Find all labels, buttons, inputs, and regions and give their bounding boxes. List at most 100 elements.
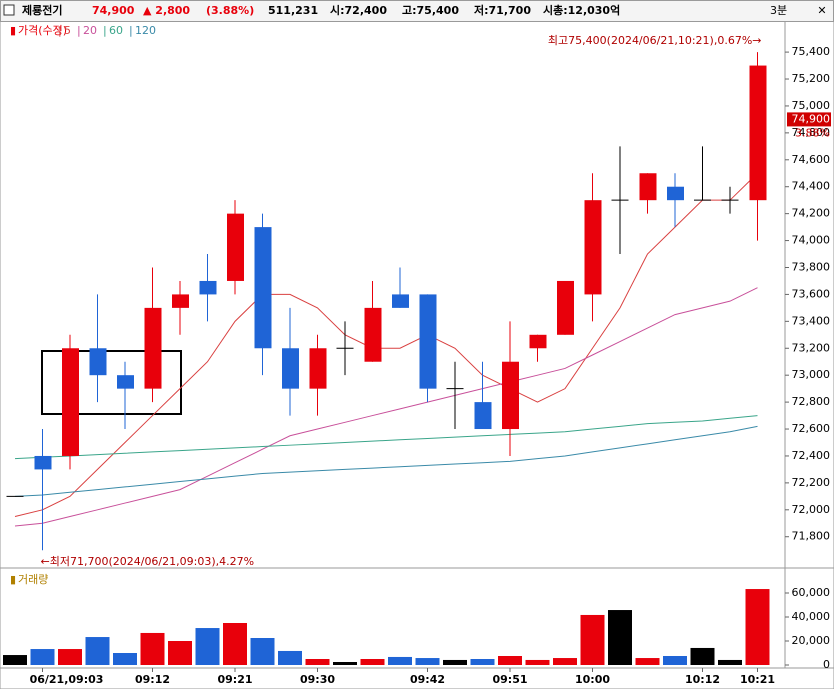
volume-bar [745, 589, 770, 665]
volume-bar [30, 649, 55, 665]
legend-item: 20 [83, 24, 97, 37]
x-tick-label: 10:12 [685, 673, 720, 686]
legend-item: 5 [64, 24, 71, 37]
x-tick-label: 10:00 [575, 673, 610, 686]
volume-title: 거래량 [18, 573, 48, 586]
volume-bar [443, 659, 467, 665]
x-tick-label: 10:21 [740, 673, 775, 686]
volume-bar [415, 658, 440, 665]
y-tick-label: 74,000 [792, 234, 831, 247]
candle-body [34, 455, 52, 470]
y-tick-label: 73,000 [792, 368, 831, 381]
volume-bar [305, 659, 330, 665]
volume-bar [635, 658, 660, 665]
last-price-box [787, 112, 831, 127]
low-annotation: ←최저71,700(2024/06/21,09:03),4.27% [41, 555, 255, 568]
price: 74,900 [92, 4, 135, 17]
volume-bar [250, 638, 275, 665]
candle-body [419, 294, 437, 389]
y-tick-label: 72,400 [792, 449, 831, 462]
volume-bar [663, 656, 687, 665]
open: 시:72,400 [330, 4, 387, 17]
volume-bar [580, 614, 605, 665]
y-tick-label: 73,600 [792, 287, 831, 300]
highlight-box [41, 350, 182, 415]
candle-body [392, 294, 409, 308]
volume-bar [470, 659, 495, 665]
candle-body [667, 186, 684, 201]
volume-bar [360, 659, 385, 665]
last-price: 74,900 [792, 112, 831, 125]
y-tick-label: 72,800 [792, 395, 831, 408]
y-tick-label: 72,200 [792, 476, 831, 489]
candle-body [227, 213, 244, 281]
y-tick-label: 0 [823, 658, 830, 671]
close-button[interactable]: ✕ [817, 4, 826, 17]
y-tick-label: 74,400 [792, 180, 831, 193]
low: 저:71,700 [474, 3, 531, 17]
y-tick-label: 73,400 [792, 314, 831, 327]
y-tick-label: 75,400 [792, 45, 831, 58]
volume-bar [718, 659, 742, 665]
legend-price: 가격(수정) [18, 24, 67, 37]
legend-marker: | [103, 24, 107, 37]
candle-body [172, 294, 189, 308]
high-annotation: 최고75,400(2024/06/21,10:21),0.67%→ [548, 34, 762, 47]
x-tick-label: 09:30 [300, 673, 335, 686]
candle-body [282, 348, 299, 389]
candle-body [254, 227, 272, 349]
y-tick-label: 73,800 [792, 260, 831, 273]
candle-body [144, 307, 162, 389]
y-tick-label: 75,200 [792, 72, 831, 85]
x-tick-label: 09:51 [492, 673, 527, 686]
ma-line [14, 172, 758, 518]
checkbox[interactable] [3, 4, 15, 16]
market-cap: 시총:12,030억 [543, 3, 620, 17]
change: ▲ 2,800 [143, 4, 190, 17]
legend-item: 60 [109, 24, 123, 37]
volume-bar [140, 632, 165, 665]
ma-line [14, 415, 758, 460]
candle-body [639, 173, 657, 201]
volume-bar [85, 637, 110, 665]
legend-marker: | [77, 24, 81, 37]
last-change: 3.88% [795, 126, 830, 139]
candle-body [89, 348, 107, 376]
candle-body [502, 361, 519, 430]
x-tick-label: 09:21 [217, 673, 252, 686]
legend-marker: | [58, 24, 62, 37]
x-tick-label: 09:42 [410, 673, 445, 686]
y-tick-label: 72,000 [792, 503, 831, 516]
volume-bar [553, 658, 577, 665]
candle-body [474, 402, 492, 430]
x-tick-label: 06/21,09:03 [30, 673, 104, 686]
volume-bar [498, 656, 522, 665]
candle-body [117, 375, 134, 389]
candle-body [62, 348, 79, 456]
volume-bar [278, 650, 302, 665]
candle-body [199, 280, 217, 295]
legend-marker: ▮ [10, 24, 16, 37]
volume: 511,231 [268, 4, 318, 17]
y-tick-label: 73,200 [792, 341, 831, 354]
legend-item: 120 [135, 24, 156, 37]
volume-bar [223, 623, 247, 665]
y-tick-label: 75,000 [792, 99, 831, 112]
y-tick-label: 20,000 [792, 634, 831, 647]
candle-body [584, 200, 602, 295]
volume-bar [388, 656, 412, 665]
volume-bar [58, 649, 82, 665]
interval[interactable]: 3분 [770, 4, 787, 17]
y-tick-label: 74,800 [792, 126, 831, 139]
ma-line [14, 287, 758, 527]
y-tick-label: 71,800 [792, 530, 831, 543]
x-tick-label: 09:12 [135, 673, 170, 686]
candle-body [529, 334, 547, 349]
change-pct: (3.88%) [206, 4, 254, 17]
volume-bar [3, 655, 27, 665]
candle-body [364, 307, 382, 362]
volume-bar [195, 628, 220, 665]
